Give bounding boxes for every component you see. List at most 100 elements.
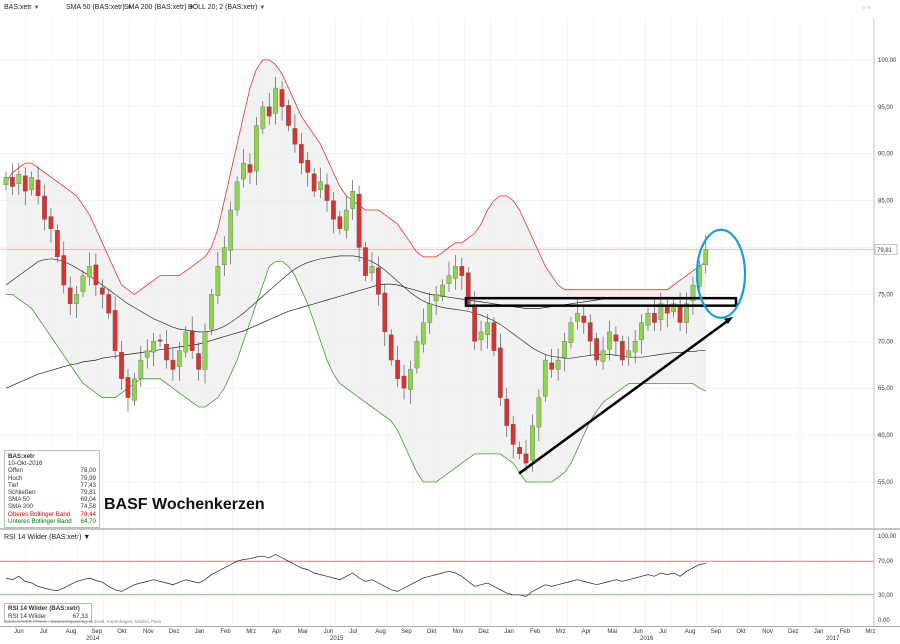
dropdown-icon: ▼ <box>259 5 266 11</box>
rsi-box-row: RSI 14 Wilder 67,33 <box>8 613 88 621</box>
month-tick-label: Jan <box>194 629 205 635</box>
candle-body <box>125 377 131 398</box>
time-axis: Jun Jul Aug Sep Okt Nov Dez Jan Feb Mrz Apr Mai Jun J… <box>0 626 900 644</box>
info-label: Oberes Bollinger Band <box>8 510 71 518</box>
month-tick-label: Jul <box>659 629 667 635</box>
candle-body <box>196 353 201 370</box>
price-tag-text: 79,81 <box>877 248 893 254</box>
indicator-boll-label: BOLL 20; 2 (BAS:xetr) <box>188 4 258 11</box>
candle-body <box>465 272 471 304</box>
candle-body <box>491 322 497 351</box>
candle-body <box>202 331 208 370</box>
info-row: Hoch 79,99 <box>8 475 96 482</box>
chart-title: BASF Wochenkerzen <box>104 496 265 513</box>
candle-body <box>93 264 99 286</box>
candle-body <box>658 303 664 320</box>
candle-body <box>517 447 522 455</box>
info-value: 78,00 <box>80 467 96 475</box>
candle-body <box>363 247 368 276</box>
candle-body <box>427 303 433 323</box>
candle-body <box>388 334 394 361</box>
candle-body <box>80 275 86 292</box>
rsi-axis-labels: 0,00 30,00 70,00 100,00 <box>878 534 897 624</box>
month-tick-label: Mrz <box>865 629 876 635</box>
month-tick-label: Feb <box>220 629 231 635</box>
indicator-sma50[interactable]: SMA 50 (BAS:xetr) ▼ <box>66 4 133 11</box>
price-tick-label: 85,00 <box>878 199 894 205</box>
rsi-box-label: RSI 14 Wilder <box>8 612 47 620</box>
candle-body <box>318 181 323 190</box>
indicator-sma200[interactable]: SMA 200 (BAS:xetr) ▼ <box>124 4 195 11</box>
month-tick-label: Mrz <box>555 629 566 635</box>
candle-body <box>144 350 150 358</box>
candle-body <box>87 266 92 278</box>
rsi-tick-label: 30,00 <box>878 593 894 599</box>
close-icon[interactable]: ▫ <box>867 3 870 12</box>
month-tick-label: Aug <box>65 629 77 635</box>
candle-body <box>61 255 67 286</box>
info-label: Tief <box>8 481 19 489</box>
price-tag-box <box>874 243 898 255</box>
month-tick-label: Nov <box>452 629 464 635</box>
candle-body <box>485 322 490 335</box>
candle-body <box>472 305 478 342</box>
candle-body <box>401 375 407 389</box>
ascending-trendline <box>518 319 729 475</box>
rsi-info-box: RSI 14 Wilder (BAS:xetr) RSI 14 Wilder 67… <box>4 603 92 622</box>
price-tick-label: 55,00 <box>878 480 894 486</box>
candle-body <box>176 350 182 367</box>
candle-body <box>671 303 677 312</box>
month-tick-label: Feb <box>839 629 850 635</box>
info-row: Oberes Bollinger Band 78,44 <box>8 511 96 518</box>
candle-body <box>260 106 266 129</box>
indicator-symbol[interactable]: BAS:xetr ▼ <box>4 4 40 11</box>
candle-body <box>420 322 426 345</box>
indicator-bar: BAS:xetr ▼ SMA 50 (BAS:xetr) ▼ SMA 200 (BA… <box>0 0 900 18</box>
month-tick-label: Mai <box>607 629 618 635</box>
candle-body <box>523 453 529 464</box>
candle-body <box>228 209 234 251</box>
candle-body <box>42 195 47 220</box>
candle-body <box>542 359 548 397</box>
indicator-boll[interactable]: BOLL 20; 2 (BAS:xetr) ▼ <box>188 4 265 11</box>
price-tick-label: 95,00 <box>878 105 894 111</box>
candle-body <box>446 275 452 284</box>
breakout-highlight-ellipse <box>695 228 747 319</box>
candle-body <box>408 369 413 390</box>
dropdown-icon: ▼ <box>126 5 133 11</box>
candle-body <box>254 125 259 172</box>
candle-body <box>234 181 240 211</box>
info-value: 79,81 <box>80 489 96 497</box>
indicator-sma200-label: SMA 200 (BAS:xetr) <box>124 4 187 11</box>
candle-body <box>99 287 105 295</box>
info-value: 74,58 <box>80 503 96 511</box>
candle-body <box>170 359 176 370</box>
candle-body <box>632 341 638 353</box>
rsi-vertical-gridlines <box>25 530 878 626</box>
year-tick-label: 2016 <box>640 636 654 642</box>
candle-body <box>292 128 298 145</box>
collapse-icon[interactable]: ▫ <box>862 3 865 12</box>
window-controls[interactable]: ▫ ▫ <box>862 3 870 12</box>
candle-body <box>35 179 41 197</box>
price-tick-label: 70,00 <box>878 339 894 345</box>
candle-body <box>568 322 574 343</box>
candle-body <box>433 294 439 302</box>
candle-body <box>164 343 169 361</box>
info-box-title: BAS:xetr <box>8 453 35 460</box>
rsi-indicator-label[interactable]: RSI 14 Wilder (BAS:xetr) ▼ <box>4 534 90 541</box>
candle-body <box>619 341 625 361</box>
candle-body <box>157 339 163 342</box>
candle-body <box>16 174 22 184</box>
dropdown-icon: ▼ <box>188 5 195 11</box>
candle-body <box>22 175 28 192</box>
candle-body <box>594 338 599 361</box>
candle-body <box>266 106 272 117</box>
month-tick-label: Apr <box>272 629 282 635</box>
candle-body <box>221 247 227 266</box>
candle-body <box>382 292 388 333</box>
month-tick-label: Aug <box>375 629 386 635</box>
rsi-tick-label: 100,00 <box>878 534 897 540</box>
month-tick-label: Sep <box>710 629 722 635</box>
month-tick-label: Aug <box>684 629 696 635</box>
